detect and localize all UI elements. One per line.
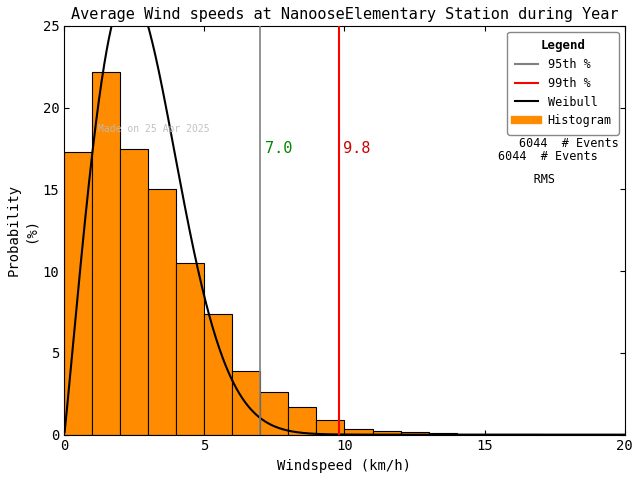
X-axis label: Windspeed (km/h): Windspeed (km/h) [278,459,412,473]
Bar [289,407,316,434]
Bar [260,392,289,434]
Text: 7.0: 7.0 [265,142,292,156]
Bar [344,429,372,434]
Bar [92,72,120,434]
Legend: 95th %, 99th %, Weibull, Histogram: 95th %, 99th %, Weibull, Histogram [508,32,619,134]
Text: 6044  # Events: 6044 # Events [519,137,619,150]
Text: RMS: RMS [498,173,555,186]
Bar [316,420,344,434]
Bar [401,432,429,434]
Title: Average Wind speeds at NanooseElementary Station during Year: Average Wind speeds at NanooseElementary… [71,7,618,22]
Bar [148,190,177,434]
Bar [429,433,456,434]
Text: Made on 25 Apr 2025: Made on 25 Apr 2025 [98,124,209,134]
Bar [177,263,204,434]
Y-axis label: Probability
(%): Probability (%) [7,184,37,276]
Bar [232,371,260,434]
Bar [372,431,401,434]
Text: 9.8: 9.8 [343,142,371,156]
Bar [64,152,92,434]
Text: 6044  # Events: 6044 # Events [498,150,598,163]
Bar [120,148,148,434]
Bar [204,313,232,434]
